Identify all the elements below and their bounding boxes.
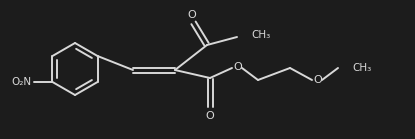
- Text: CH₃: CH₃: [352, 63, 371, 73]
- Text: CH₃: CH₃: [251, 30, 270, 40]
- Text: O₂N: O₂N: [12, 77, 32, 87]
- Text: O: O: [314, 75, 322, 85]
- Text: O: O: [234, 62, 242, 72]
- Text: O: O: [188, 10, 196, 20]
- Text: O: O: [205, 111, 215, 121]
